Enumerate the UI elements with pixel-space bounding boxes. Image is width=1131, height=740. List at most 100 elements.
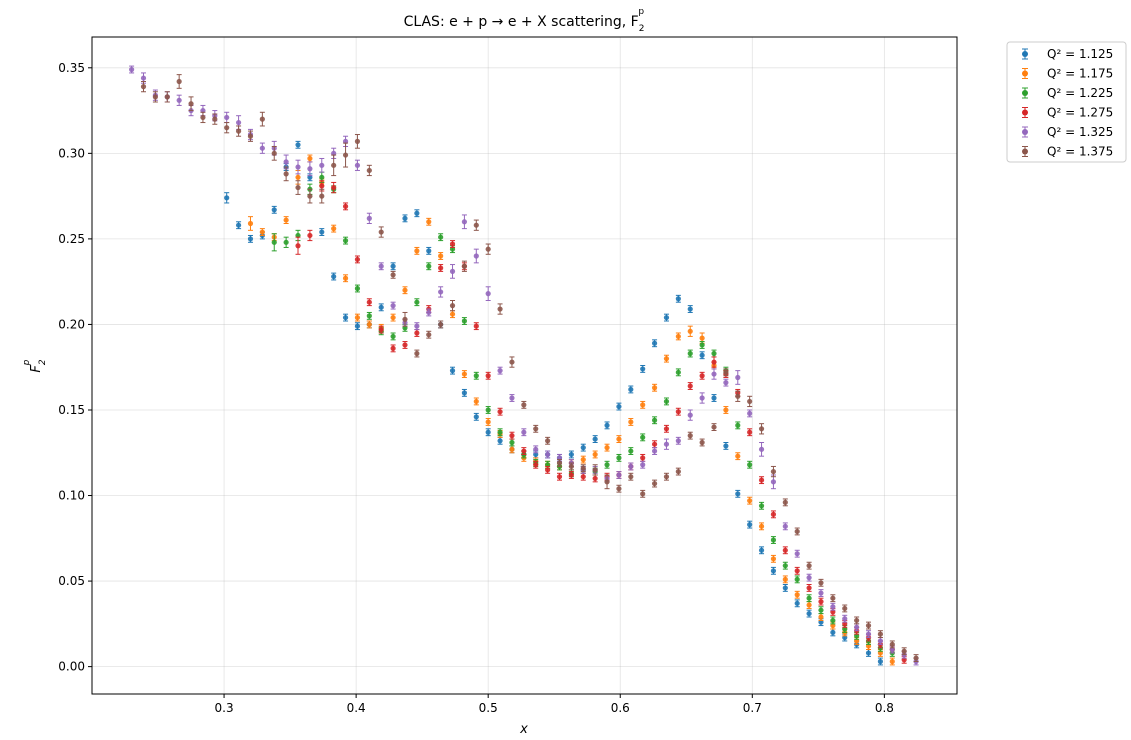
marker [865,622,872,629]
data-point [509,394,515,402]
data-point [580,472,586,481]
data-point [723,441,729,450]
marker [331,162,337,168]
marker [568,472,574,478]
data-point [711,368,717,380]
data-point [604,460,610,469]
data-point [651,383,658,392]
data-point [438,252,444,260]
marker [663,426,670,432]
marker [521,402,527,408]
marker [390,333,396,340]
data-point [449,299,456,312]
data-point [366,311,372,320]
data-point [331,272,337,281]
data-point [271,205,277,214]
marker [461,318,468,324]
marker [295,174,301,180]
data-point [224,111,230,124]
data-point [485,243,491,255]
marker [461,263,468,269]
marker [247,236,254,242]
marker [699,395,705,401]
marker [224,195,230,201]
marker [830,629,836,636]
marker [438,234,444,240]
data-point [723,378,729,387]
marker [556,460,563,466]
marker [295,142,301,148]
data-point [628,472,634,481]
x-tick-label: 0.7 [743,701,762,715]
data-point [592,464,598,476]
data-point [295,180,301,195]
series-6 [140,74,919,662]
marker [651,448,658,454]
marker [699,342,705,348]
marker [616,436,622,442]
marker [449,303,456,309]
marker [497,409,503,415]
marker [640,366,646,372]
data-point [342,202,349,211]
data-point [687,349,693,358]
marker [687,306,693,312]
marker [342,238,349,244]
data-point [414,298,420,307]
data-point [354,159,361,171]
data-point [901,647,907,656]
data-point [711,356,717,368]
marker [747,398,753,405]
marker [461,219,468,225]
marker [235,128,242,134]
marker [378,263,384,269]
data-point [568,450,574,459]
marker [426,332,432,338]
data-point [747,460,753,469]
data-point [485,418,491,426]
marker [663,356,670,362]
data-point [830,594,836,603]
marker [604,462,610,468]
marker [545,438,551,444]
marker [235,119,242,126]
data-point [687,382,693,390]
marker [651,417,658,423]
data-point [129,65,135,74]
data-point [533,460,539,469]
marker [747,498,753,504]
y-tick-label: 0.00 [58,660,85,674]
data-point [580,443,586,452]
marker [794,568,800,574]
marker [723,369,729,375]
data-point [794,566,800,575]
data-point [806,594,812,603]
marker [747,429,753,435]
data-point [485,406,491,414]
data-point [651,339,658,348]
data-point [640,365,646,373]
marker [438,321,444,328]
data-point [711,423,717,432]
data-point [509,438,515,447]
marker [509,433,515,439]
legend-label: Q² = 1.225 [1047,86,1113,100]
marker [735,453,741,459]
marker [711,395,717,401]
data-point [604,474,610,490]
marker [342,275,349,281]
data-point [461,214,468,230]
data-point [758,501,765,510]
legend-marker [1022,129,1028,135]
data-point [699,341,705,349]
data-point [628,418,634,426]
marker [473,414,479,420]
marker [295,184,301,191]
legend-label: Q² = 1.275 [1047,106,1113,120]
marker [140,84,147,90]
data-point [259,111,265,127]
data-point [592,435,598,443]
chart-title: CLAS: e + p → e + X scattering, F2p [404,7,645,34]
marker [628,419,634,425]
marker [592,451,598,458]
